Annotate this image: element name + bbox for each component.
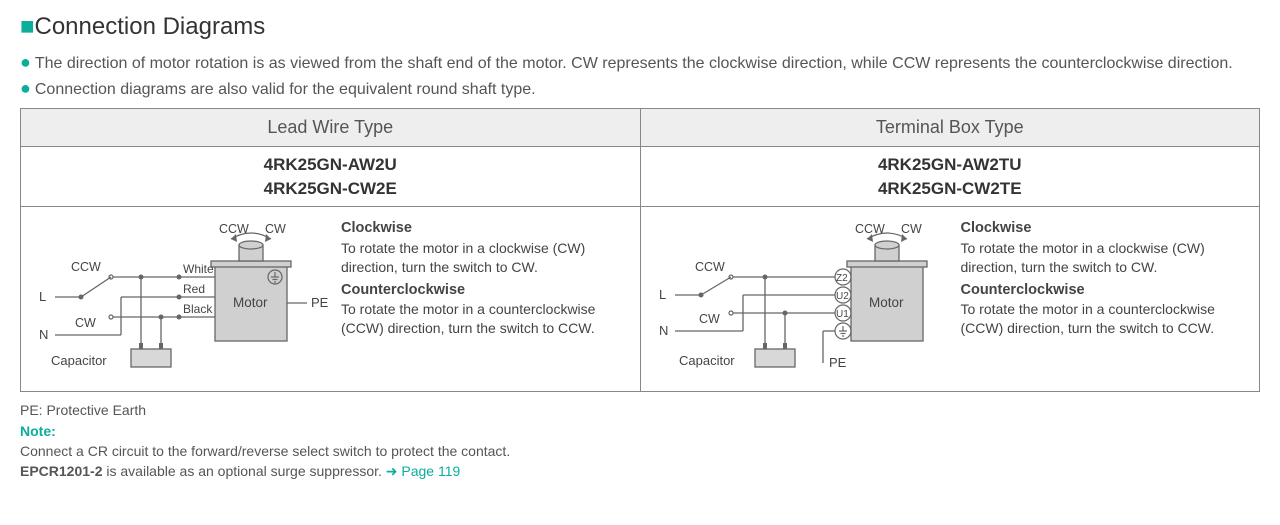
connection-diagram-table: Lead Wire Type Terminal Box Type 4RK25GN… <box>20 108 1260 393</box>
table-header-row: Lead Wire Type Terminal Box Type <box>21 108 1260 146</box>
column-header: Terminal Box Type <box>640 108 1260 146</box>
table-diagram-row: CCW CW Motor PE <box>21 207 1260 392</box>
wire-label-white: White <box>183 262 214 276</box>
terminalbox-description: Clockwise To rotate the motor in a clock… <box>961 215 1250 338</box>
l-input-label: L <box>39 289 46 304</box>
pe-label: PE <box>311 295 329 310</box>
n-input-label: N <box>659 323 668 338</box>
note-body: Connect a CR circuit to the forward/reve… <box>20 441 1260 461</box>
top-ccw-label: CCW <box>855 222 885 236</box>
cw-heading: Clockwise <box>341 219 630 239</box>
top-cw-label: CW <box>265 222 286 236</box>
cw-body: To rotate the motor in a clockwise (CW) … <box>341 239 630 277</box>
ccw-body: To rotate the motor in a counterclockwis… <box>961 300 1250 338</box>
n-input-label: N <box>39 327 48 342</box>
leadwire-diagram: CCW CW Motor PE <box>31 215 331 381</box>
page-ref: ➜ Page 119 <box>386 463 461 479</box>
bullet-icon: ● <box>20 52 31 76</box>
footnotes: PE: Protective Earth Note: Connect a CR … <box>20 400 1260 481</box>
model-cell: 4RK25GN-AW2TU 4RK25GN-CW2TE <box>640 146 1260 207</box>
model-number: 4RK25GN-AW2TU <box>641 153 1260 177</box>
ccw-heading: Counterclockwise <box>341 281 630 301</box>
diagram-cell-leadwire: CCW CW Motor PE <box>21 207 641 392</box>
bullet-icon: ● <box>20 78 31 102</box>
wire-label-red: Red <box>183 282 205 296</box>
pe-footnote: PE: Protective Earth <box>20 400 1260 420</box>
switch-cw-label: CW <box>699 312 720 326</box>
terminal-z2: Z2 <box>836 273 848 284</box>
note-label: Note: <box>20 423 56 439</box>
switch-ccw-label: CCW <box>71 260 101 274</box>
table-model-row: 4RK25GN-AW2U 4RK25GN-CW2E 4RK25GN-AW2TU … <box>21 146 1260 207</box>
motor-label: Motor <box>869 295 904 310</box>
column-header: Lead Wire Type <box>21 108 641 146</box>
top-cw-label: CW <box>901 222 922 236</box>
section-title: ■Connection Diagrams <box>20 10 1260 44</box>
capacitor-label: Capacitor <box>51 353 107 368</box>
pe-label: PE <box>829 355 847 370</box>
wire-label-black: Black <box>183 302 213 316</box>
bullet-text: Connection diagrams are also valid for t… <box>35 78 1260 102</box>
title-text: Connection Diagrams <box>35 13 266 40</box>
model-number: 4RK25GN-CW2E <box>21 177 640 201</box>
bullet-text: The direction of motor rotation is as vi… <box>35 52 1260 76</box>
motor-label: Motor <box>233 295 268 310</box>
terminal-u2: U2 <box>836 291 849 302</box>
model-cell: 4RK25GN-AW2U 4RK25GN-CW2E <box>21 146 641 207</box>
ccw-heading: Counterclockwise <box>961 281 1250 301</box>
terminalbox-diagram: CCW CW Motor Z2 U2 U1 <box>651 215 951 381</box>
intro-bullets: ● The direction of motor rotation is as … <box>20 52 1260 102</box>
model-number: 4RK25GN-AW2U <box>21 153 640 177</box>
bullet-item: ● Connection diagrams are also valid for… <box>20 78 1260 102</box>
switch-ccw-label: CCW <box>695 260 725 274</box>
epcr-model: EPCR1201-2 <box>20 463 103 479</box>
switch-cw-label: CW <box>75 316 96 330</box>
epcr-footnote: EPCR1201-2 is available as an optional s… <box>20 461 1260 481</box>
terminal-u1: U1 <box>836 309 849 320</box>
diagram-cell-terminalbox: CCW CW Motor Z2 U2 U1 <box>640 207 1260 392</box>
cw-heading: Clockwise <box>961 219 1250 239</box>
epcr-body: is available as an optional surge suppre… <box>103 463 386 479</box>
cw-body: To rotate the motor in a clockwise (CW) … <box>961 239 1250 277</box>
l-input-label: L <box>659 287 666 302</box>
top-ccw-label: CCW <box>219 222 249 236</box>
model-number: 4RK25GN-CW2TE <box>641 177 1260 201</box>
capacitor-label: Capacitor <box>679 353 735 368</box>
title-square-icon: ■ <box>20 10 35 44</box>
leadwire-description: Clockwise To rotate the motor in a clock… <box>341 215 630 338</box>
ccw-body: To rotate the motor in a counterclockwis… <box>341 300 630 338</box>
bullet-item: ● The direction of motor rotation is as … <box>20 52 1260 76</box>
